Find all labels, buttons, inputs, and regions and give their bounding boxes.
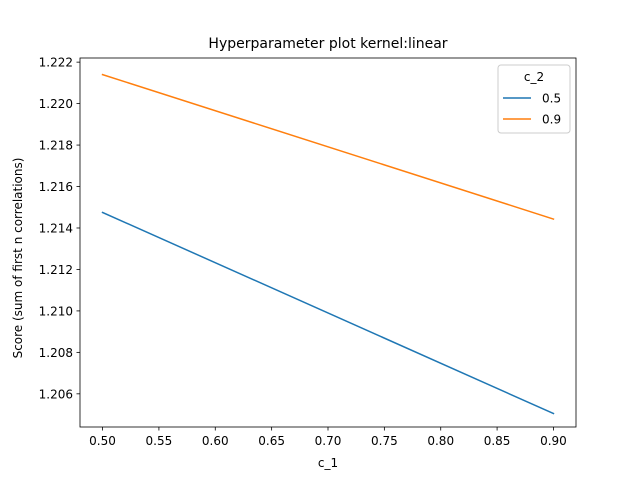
legend-label-0: 0.5 xyxy=(542,92,561,106)
legend-title: c_2 xyxy=(524,70,544,84)
series-line-0 xyxy=(101,211,555,415)
legend-label-1: 0.9 xyxy=(542,113,561,127)
x-axis-label: c_1 xyxy=(318,456,338,470)
y-tick-label: 1.210 xyxy=(39,304,73,318)
plot-lines xyxy=(101,73,555,415)
y-tick-label: 1.208 xyxy=(39,346,73,360)
y-tick-label: 1.222 xyxy=(39,56,73,70)
y-tick-label: 1.216 xyxy=(39,180,73,194)
x-tick-label: 0.60 xyxy=(202,434,229,448)
x-tick-label: 0.70 xyxy=(315,434,342,448)
legend: c_2 0.5 0.9 xyxy=(497,64,571,134)
x-tick-label: 0.85 xyxy=(484,434,511,448)
y-axis-label: Score (sum of first n correlations) xyxy=(11,158,25,359)
x-tick-label: 0.65 xyxy=(258,434,285,448)
chart-title: Hyperparameter plot kernel:linear xyxy=(208,36,447,52)
y-tick-label: 1.212 xyxy=(39,263,73,277)
x-tick-label: 0.80 xyxy=(427,434,454,448)
x-tick-label: 0.50 xyxy=(89,434,116,448)
series-line-1 xyxy=(101,73,555,221)
x-tick-label: 0.90 xyxy=(540,434,567,448)
x-tick-label: 0.75 xyxy=(371,434,398,448)
x-tick-label: 0.55 xyxy=(146,434,173,448)
y-tick-label: 1.220 xyxy=(39,97,73,111)
legend-box xyxy=(497,64,571,134)
axes: 0.50 0.55 0.60 0.65 0.70 0.75 0.80 0.85 0.90 1.20… xyxy=(39,56,577,448)
y-tick-label: 1.206 xyxy=(39,387,73,401)
y-tick-label: 1.214 xyxy=(39,221,73,235)
y-tick-label: 1.218 xyxy=(39,139,73,153)
